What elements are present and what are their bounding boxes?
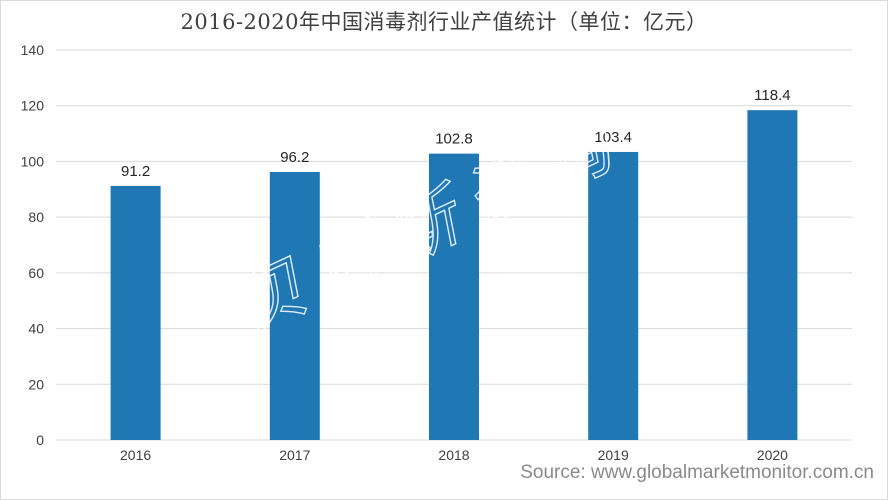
y-tick-label: 0 [36, 432, 44, 448]
data-label: 91.2 [121, 163, 150, 180]
y-tick-label: 120 [21, 98, 45, 114]
y-tick-label: 20 [28, 376, 44, 392]
data-label: 118.4 [754, 87, 790, 104]
y-tick-label: 80 [28, 209, 44, 225]
x-tick-label: 2017 [279, 447, 310, 463]
watermark-text: 贝哲斯咨询 [223, 100, 637, 349]
bar-2019 [588, 151, 639, 440]
y-axis-ticks: 0 20 40 60 80 100 120 140 [21, 42, 45, 448]
x-tick-label: 2019 [598, 447, 629, 463]
x-tick-label: 2020 [757, 447, 788, 463]
bars [110, 110, 798, 441]
y-tick-label: 140 [21, 42, 45, 58]
data-label: 102.8 [435, 131, 473, 148]
x-tick-label: 2018 [438, 447, 469, 463]
y-tick-label: 100 [21, 153, 45, 169]
data-label: 96.2 [280, 149, 309, 166]
x-axis-ticks: 2016 2017 2018 2019 2020 [120, 447, 788, 463]
bar-2016 [110, 185, 161, 440]
chart-title: 2016-2020年中国消毒剂行业产值统计（单位：亿元） [180, 10, 708, 34]
y-tick-label: 60 [28, 265, 44, 281]
data-labels: 91.2 96.2 102.8 103.4 118.4 [121, 87, 791, 180]
x-tick-label: 2016 [120, 447, 151, 463]
y-tick-label: 40 [28, 321, 44, 337]
bar-2020 [747, 110, 798, 441]
data-label: 103.4 [594, 129, 632, 146]
bar-2017 [269, 172, 320, 440]
source-note: Source: www.globalmarketmonitor.com.cn [520, 462, 874, 483]
bar-2018 [429, 153, 479, 440]
